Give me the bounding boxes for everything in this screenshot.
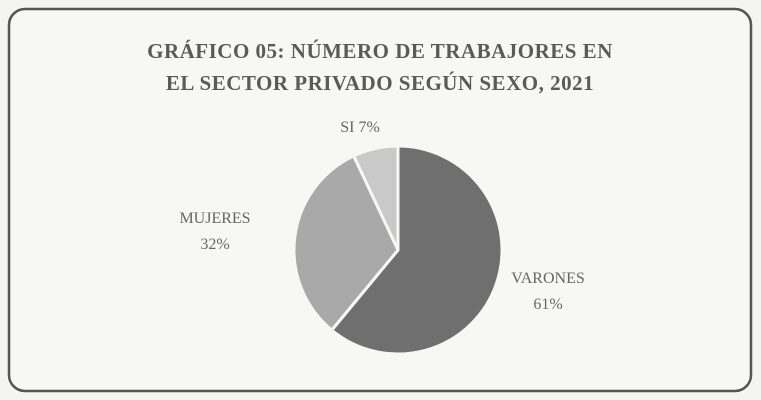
pie-slice <box>292 154 400 332</box>
category-label: VARONES <box>511 270 585 287</box>
pie <box>292 144 504 356</box>
slice-label: SI 7% <box>340 119 380 136</box>
value-label: 7% <box>358 119 379 136</box>
value-label: 61% <box>533 296 562 313</box>
value-label: 32% <box>200 236 229 253</box>
chart-title: EL SECTOR PRIVADO SEGÚN SEXO, 2021 <box>166 71 594 95</box>
chart-title: GRÁFICO 05: NÚMERO DE TRABAJORES EN <box>147 39 613 63</box>
pie-slice <box>352 144 400 252</box>
category-label: SI <box>340 119 354 136</box>
category-label: MUJERES <box>179 210 250 227</box>
pie-slice <box>330 144 504 356</box>
